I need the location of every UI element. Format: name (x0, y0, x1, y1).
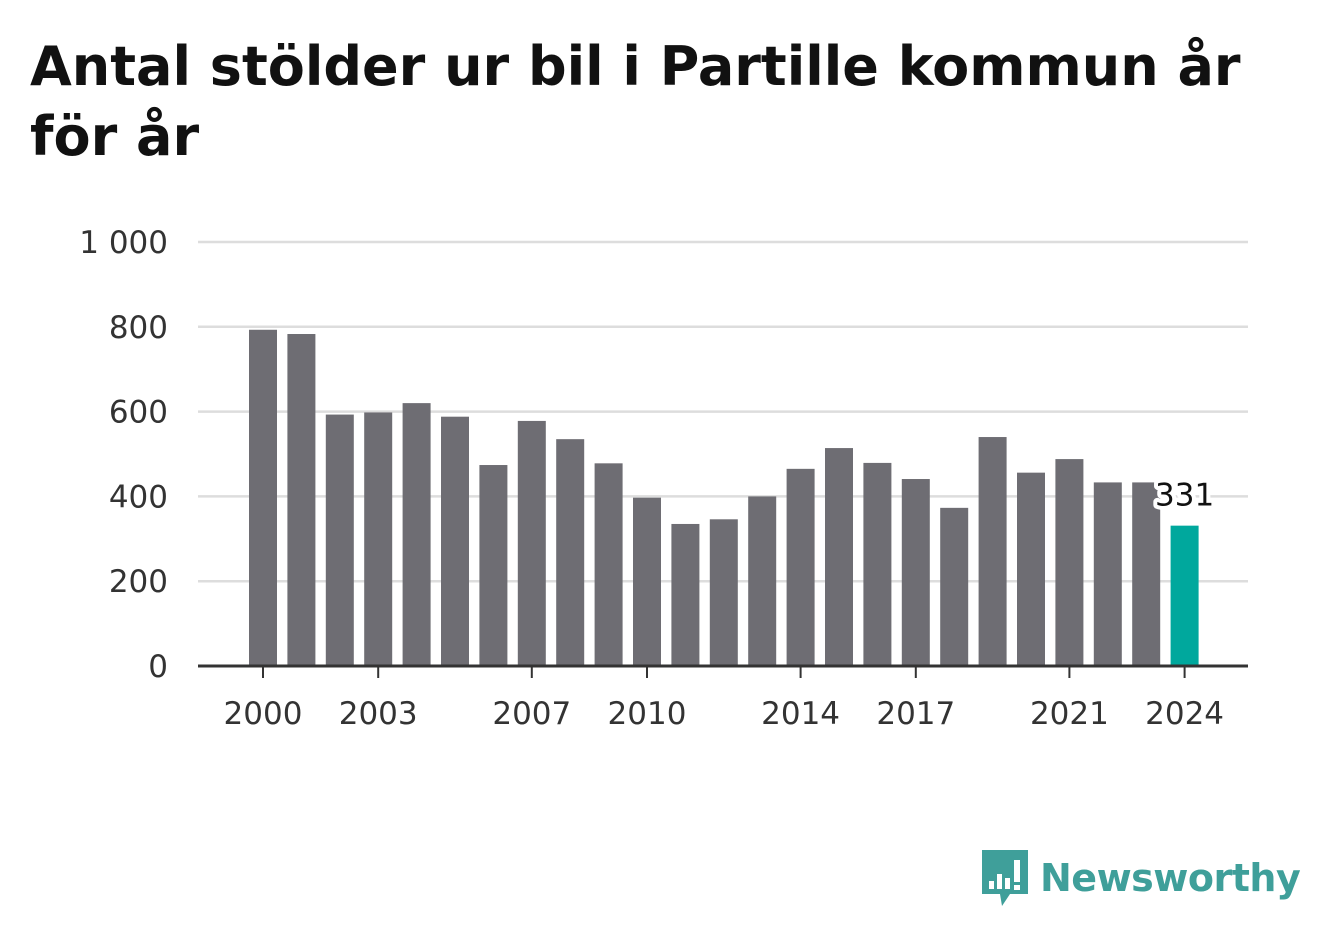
bar-2012 (709, 519, 738, 666)
bar-2015 (825, 448, 853, 666)
x-tick-label: 2014 (761, 696, 840, 732)
bar-2014 (786, 468, 815, 666)
brand-name: Newsworthy (1040, 856, 1301, 900)
x-tick-label: 2007 (492, 696, 571, 732)
y-tick-label: 800 (109, 310, 168, 346)
x-tick-label: 2000 (224, 696, 303, 732)
x-tick-label: 2024 (1145, 696, 1224, 732)
bar-2011 (671, 523, 700, 666)
bar-2017 (901, 479, 930, 666)
bar-2022 (1093, 482, 1122, 666)
x-tick-label: 2021 (1030, 696, 1109, 732)
bars (249, 329, 1199, 666)
newsworthy-logo-icon (982, 850, 1028, 906)
bar-2006 (479, 465, 508, 666)
bar-2009 (594, 463, 623, 666)
y-tick-label: 200 (109, 564, 168, 600)
bar-2003 (364, 412, 393, 666)
bar-2016 (863, 462, 892, 666)
bar-2007 (517, 420, 546, 666)
bar-2002 (325, 414, 354, 666)
chart-title: Antal stölder ur bil i Partille kommun å… (30, 35, 1241, 168)
x-tick-label: 2017 (876, 696, 955, 732)
bar-2008 (556, 439, 585, 666)
bar-2021 (1055, 459, 1084, 666)
bar-2024 (1170, 525, 1199, 666)
x-tick-label: 2003 (339, 696, 418, 732)
bar-2004 (402, 403, 431, 666)
bar-2001 (287, 334, 316, 666)
newsworthy-logo: Newsworthy (980, 848, 1301, 908)
bar-2013 (748, 496, 777, 666)
bar-2019 (978, 437, 1007, 666)
bar-2005 (441, 416, 469, 666)
y-tick-label: 1 000 (79, 225, 168, 261)
y-axis-ticks: 0 200 400 600 800 1 000 (79, 225, 168, 685)
x-axis-ticks: 2000 2003 2007 2010 2014 2017 2021 2024 (224, 666, 1224, 732)
y-tick-label: 0 (148, 649, 168, 685)
x-tick-label: 2010 (608, 696, 687, 732)
bar-2023 (1132, 482, 1161, 666)
data-labels: 331 (1151, 474, 1218, 518)
data-label-2024: 331 (1155, 478, 1214, 514)
bar-2000 (249, 329, 277, 666)
y-tick-label: 600 (109, 395, 168, 431)
bar-2018 (940, 507, 969, 666)
bar-2010 (633, 497, 661, 666)
bar-2020 (1017, 472, 1045, 666)
y-tick-label: 400 (109, 479, 168, 515)
